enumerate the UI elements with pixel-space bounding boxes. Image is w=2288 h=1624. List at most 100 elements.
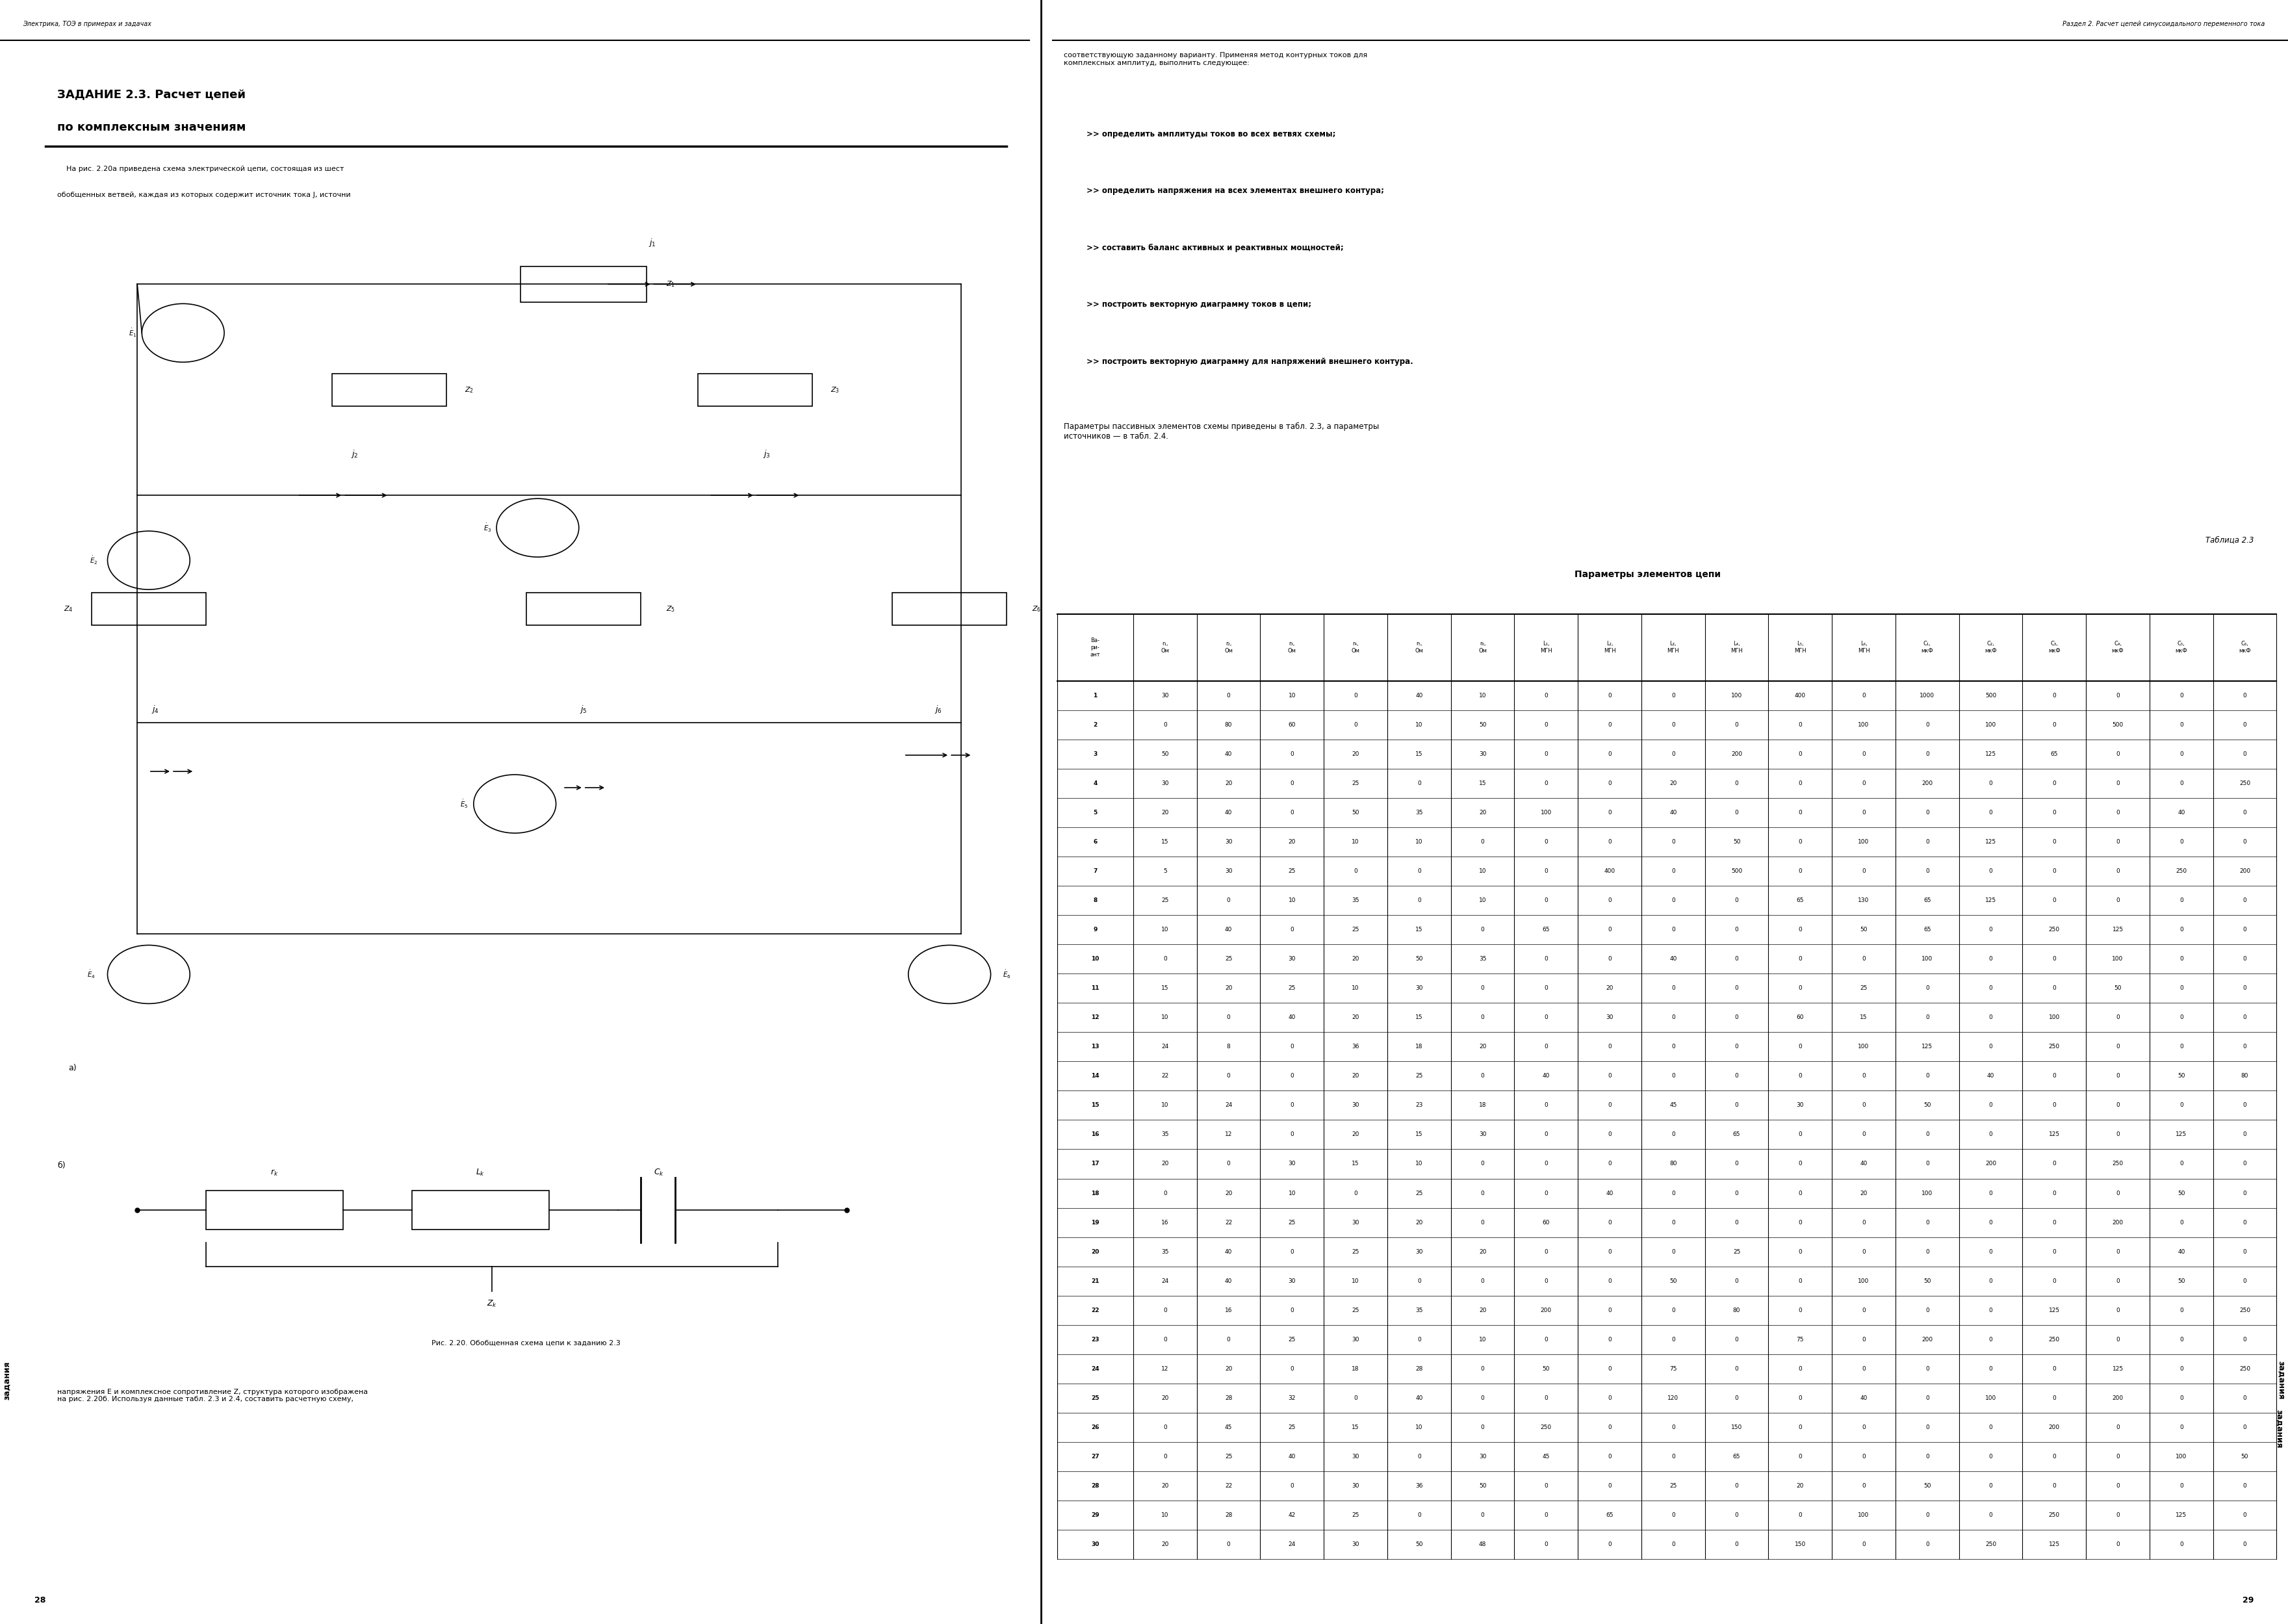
Text: 0: 0 [1988, 1512, 1993, 1518]
Text: 125: 125 [2048, 1132, 2059, 1137]
Text: 0: 0 [1988, 810, 1993, 815]
Text: б): б) [57, 1161, 66, 1169]
Text: 0: 0 [1734, 1015, 1739, 1020]
Text: 0: 0 [2180, 723, 2183, 728]
Text: 0: 0 [1162, 723, 1167, 728]
Text: 30: 30 [1478, 1453, 1487, 1460]
Text: 10: 10 [1478, 869, 1487, 874]
Text: 0: 0 [1670, 1249, 1675, 1255]
Text: 0: 0 [1608, 1249, 1611, 1255]
Text: 0: 0 [1798, 1132, 1803, 1137]
Text: r₄,
Ом: r₄, Ом [1352, 641, 1359, 654]
Text: 20: 20 [1478, 1044, 1487, 1049]
Text: 25: 25 [1288, 1424, 1295, 1431]
Text: 0: 0 [2116, 1483, 2119, 1489]
Text: 0: 0 [1416, 869, 1421, 874]
Text: 0: 0 [2052, 1483, 2057, 1489]
Text: 20: 20 [1162, 1483, 1169, 1489]
Text: 100: 100 [1858, 840, 1869, 844]
Text: 0: 0 [1162, 1453, 1167, 1460]
Text: 0: 0 [2180, 1483, 2183, 1489]
Text: 0: 0 [1608, 752, 1611, 757]
Text: 0: 0 [2242, 752, 2247, 757]
Text: 15: 15 [1416, 927, 1423, 932]
Text: 0: 0 [2242, 1278, 2247, 1285]
Text: 65: 65 [1796, 898, 1803, 903]
Text: 0: 0 [1798, 1453, 1803, 1460]
Text: 200: 200 [2240, 869, 2251, 874]
Text: 29: 29 [1091, 1512, 1098, 1518]
Text: 0: 0 [1988, 1453, 1993, 1460]
Text: 0: 0 [1734, 1044, 1739, 1049]
Text: 0: 0 [2116, 1132, 2119, 1137]
Text: 23: 23 [1091, 1337, 1098, 1343]
Text: 0: 0 [1734, 1073, 1739, 1078]
Text: 0: 0 [1354, 1190, 1357, 1197]
Text: 0: 0 [1608, 693, 1611, 698]
Text: 400: 400 [1604, 869, 1615, 874]
Text: 2: 2 [1094, 723, 1098, 728]
Text: 0: 0 [2052, 1249, 2057, 1255]
Text: 0: 0 [1608, 927, 1611, 932]
Text: напряжения E и комплексное сопротивление Z, структура которого изображена
на рис: напряжения E и комплексное сопротивление… [57, 1389, 368, 1403]
Text: 0: 0 [1734, 1220, 1739, 1226]
Text: 75: 75 [1670, 1366, 1677, 1372]
Text: 10: 10 [1162, 1512, 1169, 1518]
Text: 40: 40 [1860, 1161, 1867, 1166]
Text: 50: 50 [1478, 1483, 1487, 1489]
Text: 500: 500 [1732, 869, 1741, 874]
Text: 20: 20 [1224, 1366, 1233, 1372]
Text: 50: 50 [1416, 957, 1423, 961]
Text: 18: 18 [1416, 1044, 1423, 1049]
Text: Рис. 2.20. Обобщенная схема цепи к заданию 2.3: Рис. 2.20. Обобщенная схема цепи к задан… [432, 1340, 620, 1346]
Text: 125: 125 [1986, 898, 1997, 903]
Text: 0: 0 [2180, 1337, 2183, 1343]
Text: 29: 29 [2242, 1596, 2254, 1605]
Text: 0: 0 [1988, 1366, 1993, 1372]
Text: 25: 25 [1352, 1307, 1359, 1314]
Text: 0: 0 [1798, 1278, 1803, 1285]
Text: 125: 125 [2048, 1307, 2059, 1314]
Text: 0: 0 [1798, 810, 1803, 815]
Text: 0: 0 [2052, 1103, 2057, 1108]
Text: 20: 20 [1478, 810, 1487, 815]
Text: 23: 23 [1416, 1103, 1423, 1108]
Text: 0: 0 [2242, 1015, 2247, 1020]
Text: 0: 0 [1290, 1044, 1295, 1049]
Text: 0: 0 [1734, 1161, 1739, 1166]
Text: 0: 0 [2180, 752, 2183, 757]
Text: 15: 15 [1416, 1015, 1423, 1020]
Text: 0: 0 [2116, 810, 2119, 815]
Text: $Z_3$: $Z_3$ [831, 385, 840, 395]
Text: 0: 0 [2242, 1103, 2247, 1108]
Text: 30: 30 [1288, 1278, 1295, 1285]
Text: 0: 0 [1608, 1307, 1611, 1314]
Text: 0: 0 [2242, 1132, 2247, 1137]
Text: 0: 0 [1798, 752, 1803, 757]
Text: 0: 0 [1162, 1190, 1167, 1197]
Text: обобщенных ветвей, каждая из которых содержит источник тока J, источни: обобщенных ветвей, каждая из которых сод… [57, 192, 350, 198]
Text: 25: 25 [1224, 1453, 1233, 1460]
Text: L₁,
МГН: L₁, МГН [1540, 641, 1551, 654]
Text: 30: 30 [1224, 840, 1233, 844]
Text: 0: 0 [1926, 1249, 1929, 1255]
Text: 36: 36 [1352, 1044, 1359, 1049]
Text: 100: 100 [1858, 1044, 1869, 1049]
Text: 0: 0 [2116, 1190, 2119, 1197]
Text: 10: 10 [1162, 927, 1169, 932]
Text: 20: 20 [1091, 1249, 1098, 1255]
Text: 24: 24 [1091, 1366, 1098, 1372]
Text: 100: 100 [2176, 1453, 2187, 1460]
Text: 250: 250 [1986, 1541, 1997, 1548]
Text: 0: 0 [1988, 1103, 1993, 1108]
Text: 0: 0 [2052, 1161, 2057, 1166]
Text: 0: 0 [1670, 693, 1675, 698]
Text: 0: 0 [2180, 1424, 2183, 1431]
Text: 0: 0 [1734, 1190, 1739, 1197]
Text: 0: 0 [2180, 1366, 2183, 1372]
Text: задания: задания [2274, 1410, 2283, 1449]
Text: 100: 100 [1540, 810, 1551, 815]
Text: 0: 0 [1480, 1424, 1485, 1431]
Text: 0: 0 [1608, 1337, 1611, 1343]
Text: $Z_k$: $Z_k$ [487, 1299, 496, 1309]
